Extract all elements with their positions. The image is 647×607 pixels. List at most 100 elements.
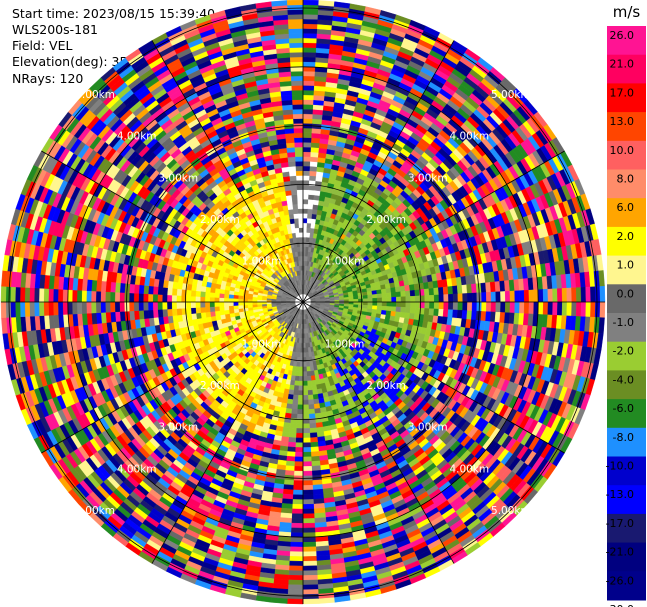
radar-cell [523, 289, 530, 303]
radar-cell [298, 380, 304, 387]
radar-cell [306, 227, 311, 233]
radar-cell [302, 357, 307, 363]
radar-cell [353, 301, 359, 306]
radar-cell [311, 137, 321, 144]
radar-cell [307, 389, 313, 396]
radar-cell [571, 301, 577, 317]
radar-cell [372, 305, 378, 310]
radar-cell [292, 484, 304, 491]
radar-cell [302, 151, 312, 157]
radar-cell [302, 236, 307, 243]
radar-cell [399, 312, 406, 319]
radar-cell [296, 423, 304, 429]
radar-cell [396, 301, 402, 308]
radar-cell [528, 301, 535, 315]
radar-cell [302, 584, 319, 590]
radar-cell [442, 309, 449, 318]
radar-cell [362, 301, 369, 306]
radar-cell [386, 297, 392, 303]
radar-cell [519, 301, 525, 314]
radar-cell [302, 522, 316, 529]
radar-cell [381, 293, 387, 299]
radar-cell [293, 470, 304, 477]
radar-cell [302, 127, 313, 134]
radar-cell [302, 23, 318, 30]
radar-cell [471, 310, 477, 321]
radar-cell [561, 287, 568, 303]
radar-cell [495, 301, 501, 313]
radar-cell [297, 399, 304, 406]
radar-cell [302, 47, 317, 53]
radar-cell [309, 432, 318, 439]
radar-cell [306, 380, 312, 386]
radar-cell [302, 208, 309, 214]
radar-cell [452, 301, 459, 311]
radar-cell [367, 298, 373, 303]
radar-cell [405, 296, 411, 303]
radar-cell [302, 589, 319, 595]
radar-cell [424, 301, 430, 309]
radar-cell [433, 301, 440, 310]
radar-cell [302, 404, 309, 410]
radar-cell [302, 113, 314, 120]
radar-cell [288, 565, 304, 572]
radar-cell [291, 404, 298, 410]
radar-cell [367, 294, 373, 299]
radar-cell [298, 376, 304, 382]
radar-cell [547, 301, 554, 316]
radar-cell [287, 593, 304, 600]
radar-cell [400, 301, 407, 308]
radar-cell [362, 294, 369, 300]
radar-cell [297, 404, 304, 410]
radar-cell [414, 289, 421, 297]
radar-cell [461, 310, 468, 320]
radar-cell [302, 14, 319, 20]
radar-cell [302, 165, 311, 172]
radar-cell [289, 546, 304, 553]
radar-cell [288, 570, 304, 576]
radar-cell [386, 292, 392, 298]
radar-cell [318, 0, 335, 7]
radar-cell [467, 301, 473, 312]
radar-cell [305, 347, 309, 353]
radar-cell [288, 437, 297, 443]
radar-cell [302, 537, 316, 543]
radar-cell [309, 165, 318, 172]
radar-cell [471, 292, 478, 303]
radar-cell [295, 371, 300, 377]
radar-cell [311, 132, 321, 139]
radar-cell [447, 309, 454, 318]
radar-cell [461, 284, 468, 294]
radar-cell [594, 301, 601, 318]
radar-cell [302, 518, 315, 524]
radar-cell [585, 301, 591, 318]
radar-cell [366, 290, 373, 296]
radar-cell [302, 99, 314, 105]
radar-cell [297, 390, 304, 396]
radar-cell [307, 199, 314, 205]
radar-cell [410, 295, 416, 303]
radar-cell [285, 465, 295, 472]
radar-cell [438, 308, 444, 317]
radar-cell [305, 356, 310, 363]
field-label: Field: VEL [12, 38, 73, 53]
radar-cell [292, 489, 304, 496]
radar-cell [302, 94, 315, 101]
radar-cell [429, 294, 435, 303]
radar-cell [287, 393, 294, 400]
radar-cell [310, 455, 320, 462]
radar-cell [294, 456, 304, 462]
radar-cell [467, 292, 473, 303]
radar-cell [289, 556, 304, 562]
radar-cell [457, 293, 463, 303]
radar-cell [302, 546, 317, 553]
radar-cell [293, 466, 304, 472]
radar-cell [409, 290, 416, 297]
radar-cell [311, 384, 318, 391]
radar-cell [353, 298, 359, 303]
radar-cell [405, 307, 411, 314]
radar-cell [297, 395, 304, 401]
radar-cell [302, 556, 317, 562]
radar-cell [290, 522, 304, 529]
